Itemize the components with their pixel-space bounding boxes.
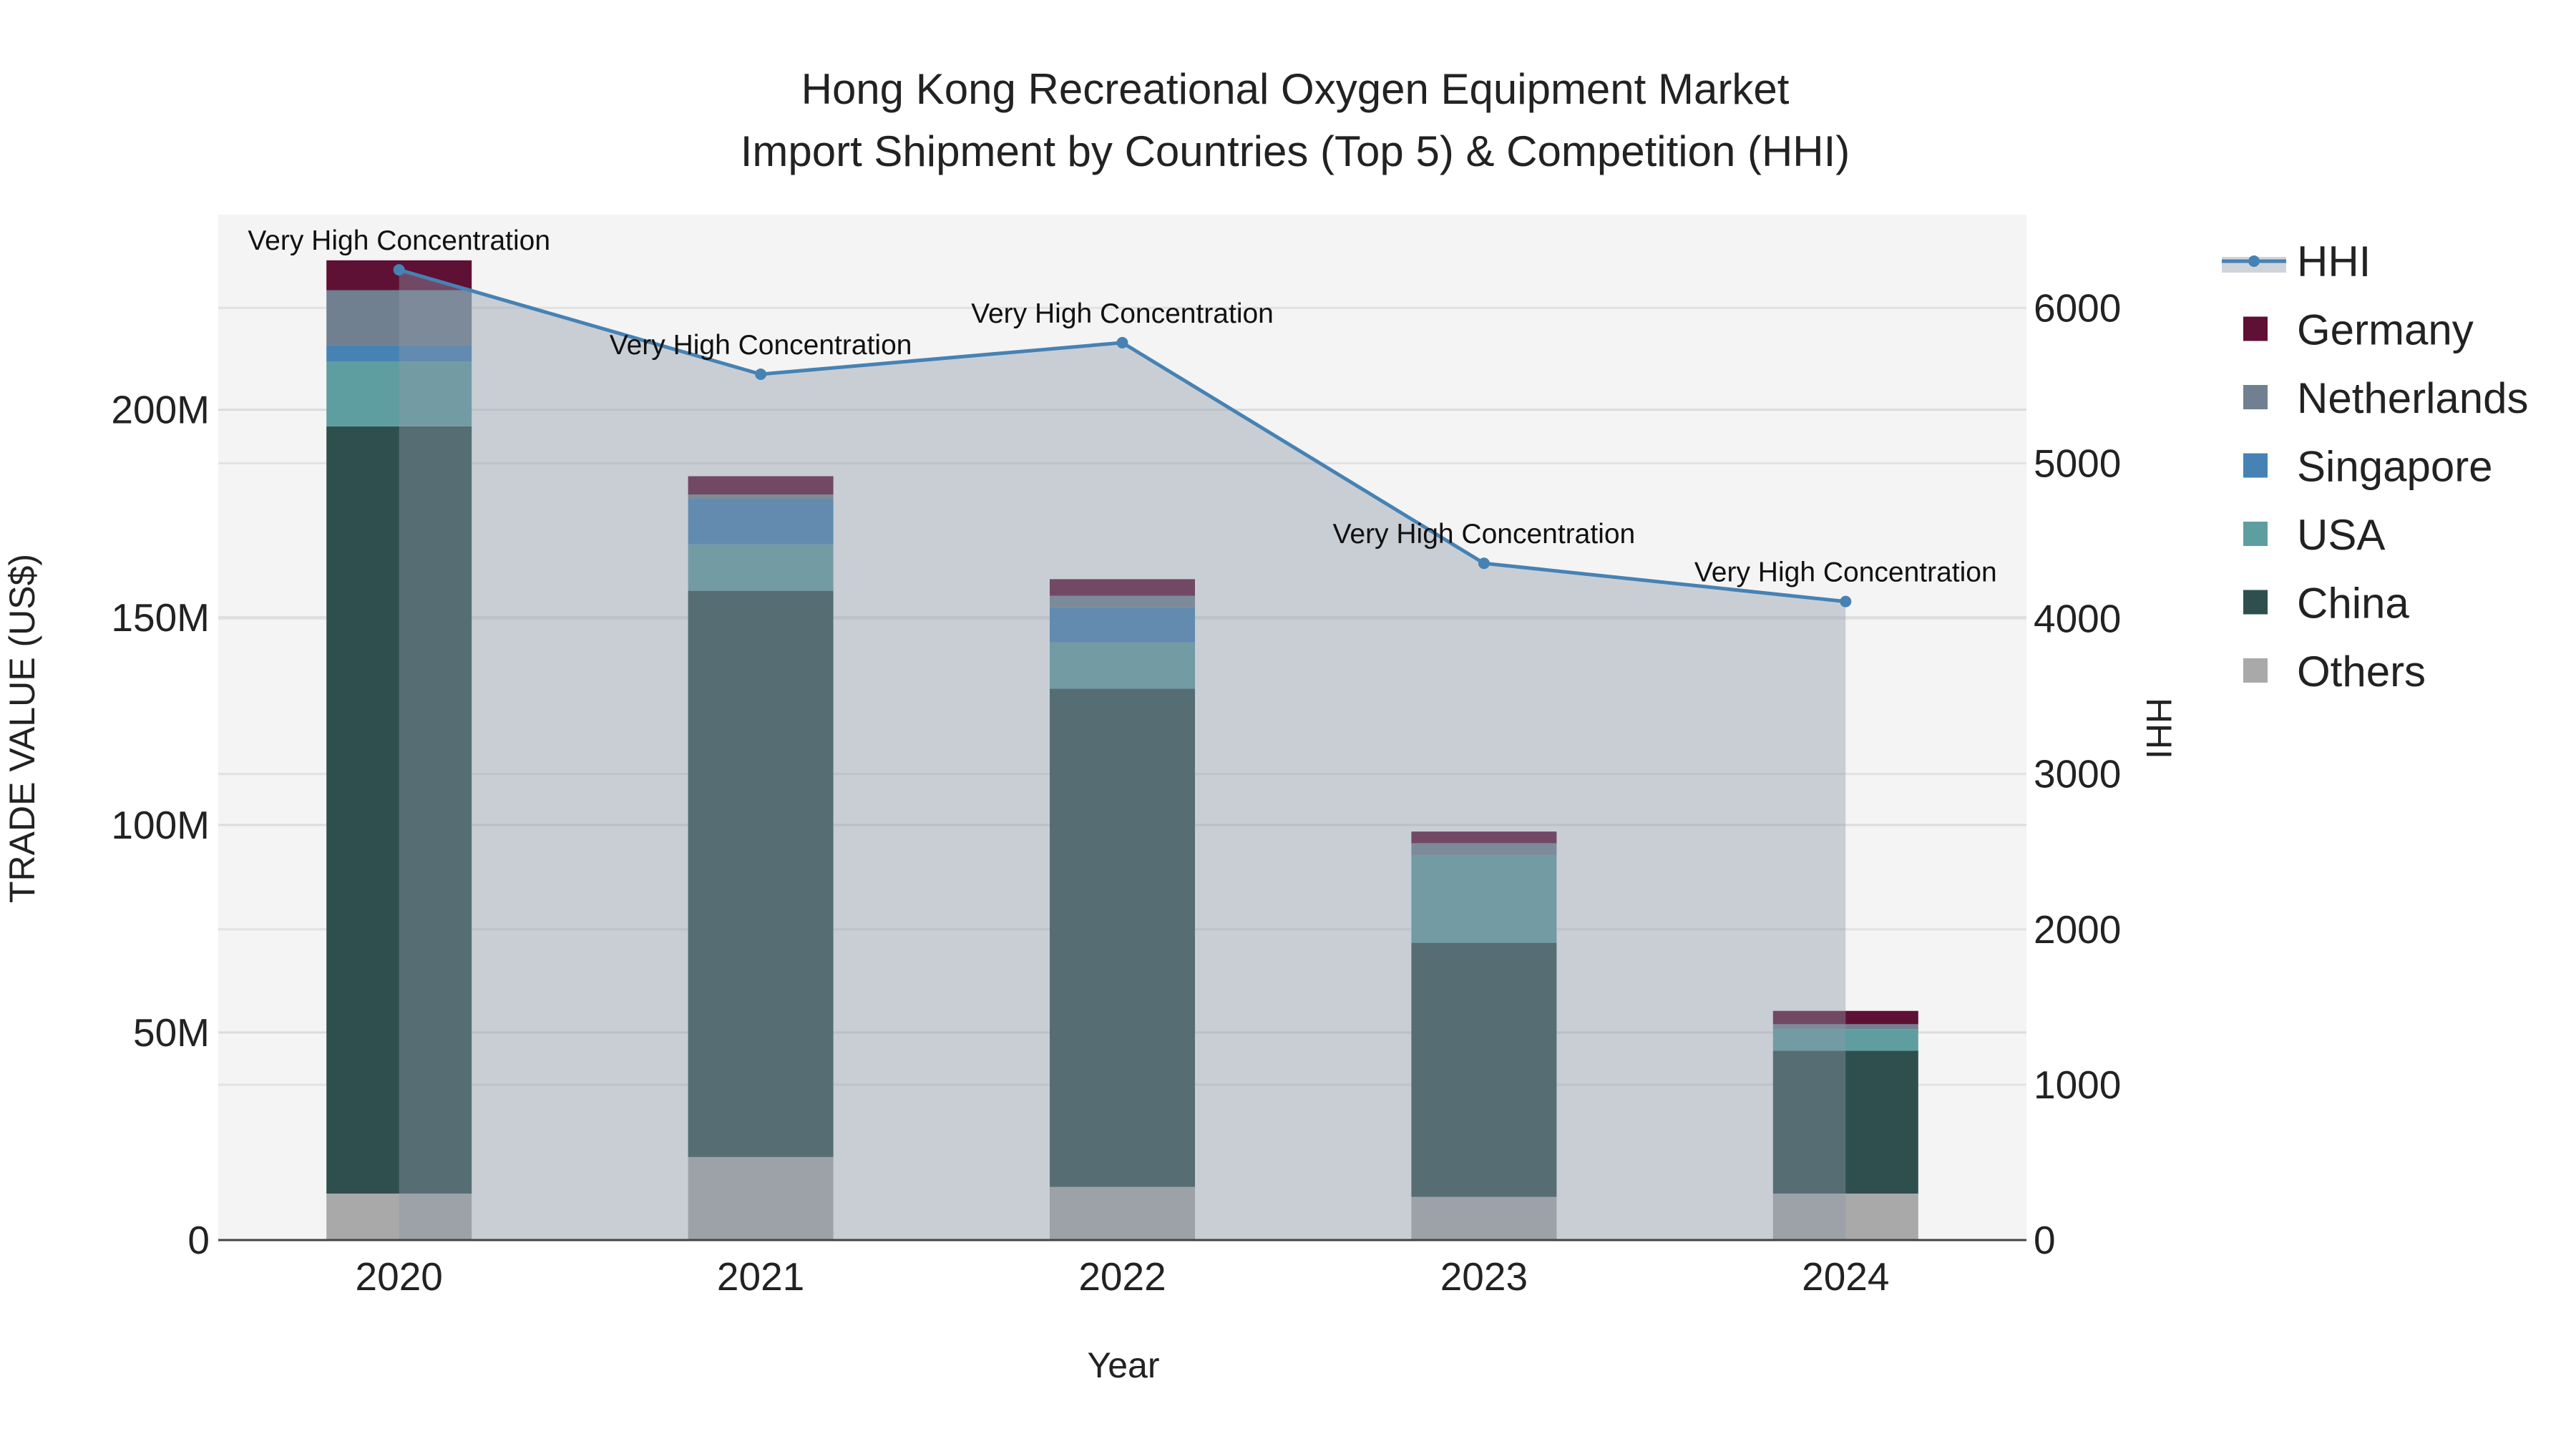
legend: HHI Germany Netherlands Singapore USA China Ot… <box>2222 238 2529 696</box>
hhi-annotation: Very High Concentration <box>248 225 550 256</box>
legend-item-usa: USA <box>2297 511 2385 559</box>
hhi-point-2024 <box>1840 595 1852 608</box>
bar-usa-2020 <box>326 361 472 426</box>
legend-item-singapore: Singapore <box>2297 443 2493 491</box>
hhi-point-2023 <box>1478 557 1490 570</box>
y2-axis-label: HHI <box>2139 698 2179 759</box>
legend-swatch-usa <box>2243 522 2268 546</box>
y2-tick-label: 0 <box>2034 1218 2056 1262</box>
bar-netherlands-2023 <box>1411 843 1557 855</box>
legend-swatch-china <box>2243 590 2268 615</box>
bar-others-2023 <box>1411 1196 1557 1240</box>
bar-netherlands-2022 <box>1050 595 1195 608</box>
hhi-point-2020 <box>393 264 405 276</box>
legend-item-others: Others <box>2297 648 2426 696</box>
bar-singapore-2022 <box>1050 607 1195 643</box>
bar-germany-2023 <box>1411 831 1557 844</box>
legend-item-china: China <box>2297 580 2409 628</box>
legend-swatch-others <box>2243 658 2268 683</box>
y2-tick-label: 6000 <box>2034 286 2121 330</box>
y2-tick-label: 3000 <box>2034 752 2121 796</box>
chart-title-line2: Import Shipment by Countries (Top 5) & C… <box>741 127 1850 175</box>
legend-item-netherlands: Netherlands <box>2297 374 2529 422</box>
bar-others-2021 <box>688 1156 834 1240</box>
bar-usa-2022 <box>1050 642 1195 689</box>
bar-china-2023 <box>1411 942 1557 1197</box>
x-tick-label: 2024 <box>1802 1254 1889 1299</box>
bar-others-2024 <box>1772 1194 1918 1240</box>
bar-germany-2024 <box>1772 1010 1918 1025</box>
bar-china-2020 <box>326 426 472 1194</box>
y2-tick-label: 5000 <box>2034 441 2121 485</box>
hhi-point-2021 <box>755 368 767 380</box>
bar-singapore-2020 <box>326 345 472 362</box>
y2-tick-label: 1000 <box>2034 1063 2121 1107</box>
bar-germany-2022 <box>1050 579 1195 596</box>
bar-china-2024 <box>1772 1050 1918 1194</box>
axes: 2020 2021 2022 2023 2024 0 50M 100M 150M 200M 0 100… <box>111 286 2121 1299</box>
chart-title-line1: Hong Kong Recreational Oxygen Equipment … <box>801 65 1790 113</box>
legend-hhi-marker <box>2248 255 2260 267</box>
legend-swatch-netherlands <box>2243 385 2268 409</box>
x-tick-label: 2020 <box>356 1254 443 1299</box>
legend-swatch-singapore <box>2243 453 2268 478</box>
bar-netherlands-2020 <box>326 290 472 346</box>
y-tick-label: 0 <box>187 1218 210 1262</box>
y-axis-label: TRADE VALUE (US$) <box>2 554 42 903</box>
bar-others-2022 <box>1050 1186 1195 1240</box>
hhi-series: Very High Concentration Very High Concent… <box>248 225 1997 1241</box>
bar-netherlands-2021 <box>688 494 834 499</box>
legend-item-hhi: HHI <box>2297 238 2371 286</box>
bar-usa-2024 <box>1772 1029 1918 1051</box>
bar-china-2021 <box>688 590 834 1157</box>
hhi-point-2022 <box>1116 336 1128 348</box>
bar-usa-2023 <box>1411 854 1557 943</box>
y2-tick-label: 2000 <box>2034 907 2121 952</box>
hhi-annotation: Very High Concentration <box>1694 557 1997 588</box>
x-tick-label: 2023 <box>1440 1254 1528 1299</box>
legend-item-germany: Germany <box>2297 306 2474 354</box>
hhi-area <box>399 270 1846 1241</box>
hhi-annotation: Very High Concentration <box>610 330 912 361</box>
y-tick-label: 200M <box>111 388 210 432</box>
bar-netherlands-2024 <box>1772 1024 1918 1030</box>
y-tick-label: 50M <box>133 1010 210 1055</box>
y2-tick-label: 4000 <box>2034 597 2121 641</box>
y-tick-label: 100M <box>111 803 210 847</box>
bars <box>326 260 1918 1240</box>
x-axis-label: Year <box>1087 1345 1159 1385</box>
bar-others-2020 <box>326 1194 472 1240</box>
bar-singapore-2021 <box>688 499 834 545</box>
x-tick-label: 2022 <box>1078 1254 1166 1299</box>
y-tick-label: 150M <box>111 595 210 640</box>
hhi-annotation: Very High Concentration <box>971 298 1274 329</box>
x-tick-label: 2021 <box>717 1254 804 1299</box>
bar-germany-2021 <box>688 476 834 495</box>
legend-swatch-germany <box>2243 316 2268 341</box>
hhi-annotation: Very High Concentration <box>1333 519 1636 550</box>
bar-usa-2021 <box>688 544 834 591</box>
bar-china-2022 <box>1050 688 1195 1187</box>
